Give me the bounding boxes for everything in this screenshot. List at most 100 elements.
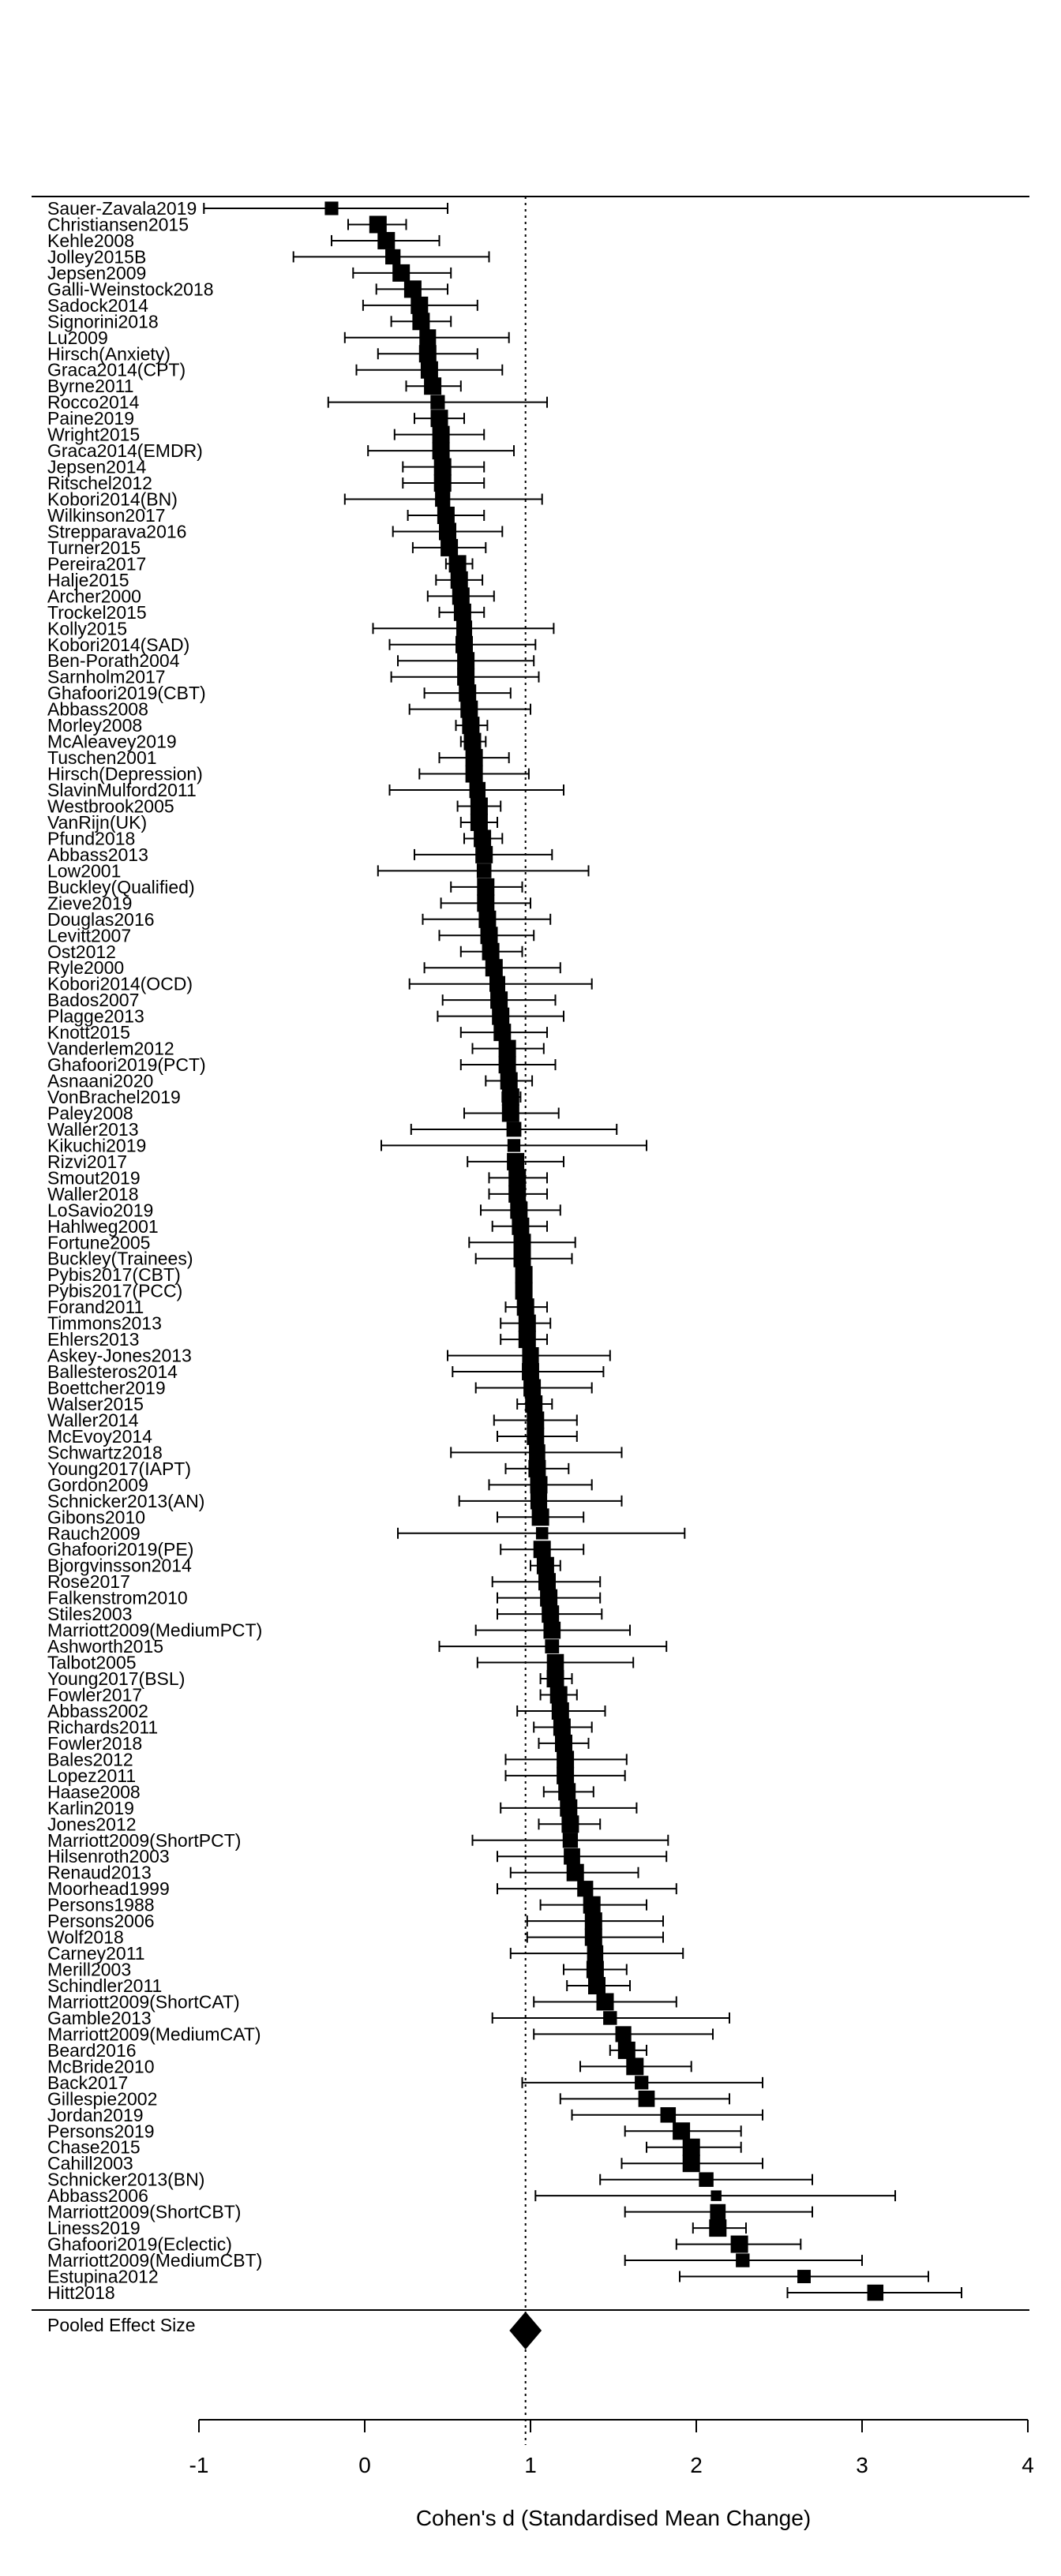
effect-size-marker [433,458,452,476]
pooled-label: Pooled Effect Size [47,2315,196,2335]
study-label: Byrne2011 [47,376,134,396]
study-label: Gillespie2002 [47,2088,157,2109]
study-label: Graca2014(CPT) [47,360,186,380]
effect-size-marker [562,1833,579,1848]
effect-size-marker [482,942,500,960]
effect-size-marker [430,395,445,410]
study-label: Low2001 [47,860,121,881]
effect-size-marker [501,1088,519,1106]
effect-size-marker [635,2076,649,2090]
study-label: Ost2012 [47,942,116,962]
study-label: Hirsch(Anxiety) [47,343,171,364]
effect-size-marker [470,813,488,831]
effect-size-marker [456,635,473,653]
study-label: Richards2011 [47,1717,158,1737]
effect-size-marker [709,2219,727,2237]
effect-size-marker [584,1912,602,1930]
effect-size-marker [452,587,470,605]
effect-size-marker [577,1881,594,1897]
study-label: Marriott2009(ShortCAT) [47,1991,240,2012]
effect-size-marker [507,1139,521,1152]
effect-size-marker [516,1298,534,1316]
study-label: Abbass2002 [47,1701,148,1721]
study-label: Rocco2014 [47,392,140,413]
study-label: Pybis2017(CBT) [47,1264,181,1285]
study-label: Jepsen2009 [47,263,146,283]
effect-size-marker [682,2138,700,2156]
effect-size-marker [433,474,452,492]
effect-size-marker [528,1459,546,1477]
effect-size-marker [392,264,411,282]
study-label: Jordan2019 [47,2105,144,2125]
effect-size-marker [500,1072,518,1090]
study-label: Moorhead1999 [47,1878,170,1899]
effect-size-marker [515,1266,533,1284]
effect-size-marker [459,684,477,702]
study-label: Askey-Jones2013 [47,1346,192,1366]
study-label: Ehlers2013 [47,1329,139,1350]
study-label: Rizvi2017 [47,1151,127,1172]
study-label: Schnicker2013(BN) [47,2170,204,2190]
effect-size-marker [730,2235,748,2253]
study-label: Back2017 [47,2072,128,2093]
effect-size-marker [432,425,450,444]
study-label: Ritschel2012 [47,473,152,493]
effect-size-marker [480,927,498,945]
effect-size-marker [470,797,488,815]
effect-size-marker [457,652,475,670]
effect-size-marker [448,555,467,573]
study-label: Kobori2014(BN) [47,489,178,510]
effect-size-marker [512,1217,530,1235]
study-label: McAleavey2019 [47,732,177,752]
effect-size-marker [523,1379,542,1397]
study-label: Christiansen2015 [47,214,189,234]
study-label: Waller2014 [47,1410,139,1430]
x-tick-label: 2 [690,2453,703,2477]
study-label: Rose2017 [47,1571,130,1592]
study-label: Liness2019 [47,2218,141,2238]
effect-size-marker [549,1686,568,1704]
study-label: Wilkinson2017 [47,505,166,526]
effect-size-marker [551,1702,569,1720]
study-label: Pereira2017 [47,553,146,574]
effect-size-marker [558,1783,576,1801]
effect-size-marker [508,1169,527,1187]
study-label: Forand2011 [47,1297,144,1317]
study-label: McEvoy2014 [47,1426,152,1447]
study-label: Archer2000 [47,586,141,606]
x-axis-ticks: -1 0 1 2 3 4 [189,2420,1034,2477]
effect-size-marker [474,829,492,848]
effect-size-marker [587,1945,604,1962]
x-axis-label: Cohen's d (Standardised Mean Change) [416,2506,811,2530]
study-label: Ghafoori2019(Eclectic) [47,2234,232,2255]
study-label: Signorini2018 [47,311,159,331]
study-label: Karlin2019 [47,1798,134,1818]
study-label: Morley2008 [47,715,142,736]
study-label: Plagge2013 [47,1006,144,1027]
effect-size-marker [710,2190,722,2201]
effect-size-marker [513,1249,531,1267]
effect-size-marker [527,1411,545,1429]
effect-size-marker [596,1993,614,2011]
study-label: Bjorgvinsson2014 [47,1556,192,1576]
study-label: Jolley2015B [47,246,146,267]
study-label: Ben-Porath2004 [47,650,180,671]
effect-size-marker [546,1670,564,1688]
study-label: Cahill2003 [47,2153,133,2174]
study-label: Paley2008 [47,1103,133,1123]
study-label: Marriott2009(ShortPCT) [47,1830,241,1851]
effect-size-marker [507,1152,525,1170]
effect-size-marker [478,910,497,928]
effect-size-marker [530,1476,548,1494]
effect-size-marker [867,2284,884,2301]
effect-size-marker [626,2057,644,2076]
effect-size-marker [615,2026,632,2042]
study-label: McBride2010 [47,2056,155,2076]
study-label: Marriott2009(ShortCBT) [47,2202,241,2222]
effect-size-marker [460,700,478,718]
study-label: Persons2019 [47,2121,155,2141]
effect-size-marker [465,749,483,767]
study-label: Kehle2008 [47,230,134,251]
study-label: Douglas2016 [47,909,155,930]
effect-size-marker [530,1492,548,1510]
